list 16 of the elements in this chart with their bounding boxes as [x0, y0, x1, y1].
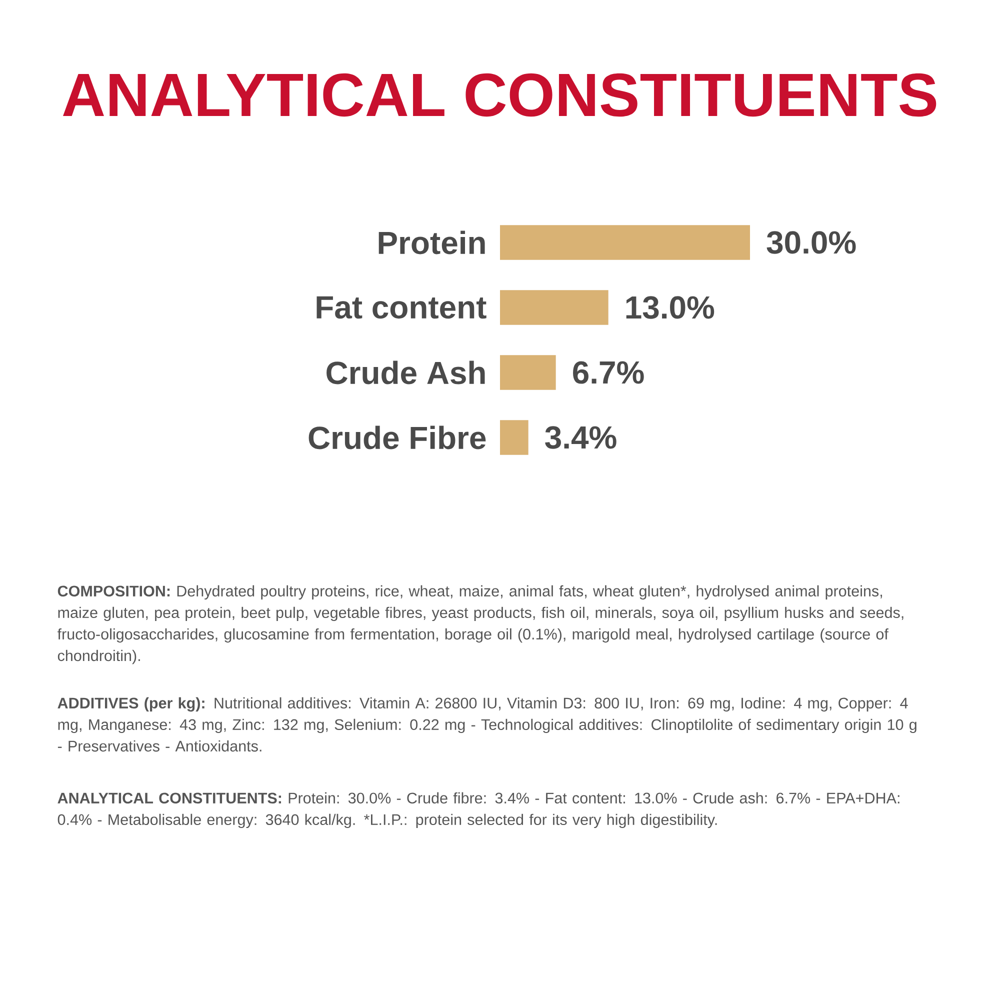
- text: ANALYTICAL CONSTITUENTS: Protein: 30.0% - Crude fibre: 3.4% - Fat content: 13.0% - Crude ash: 6.7% - EPA+DHA: 0.4% - Metabolisable energy: 3640 kcal/kg. *L.I.P.: protein selected for its very high digestibility.: [58, 792, 900, 828]
- bar: [500, 225, 750, 260]
- bar: [500, 420, 528, 455]
- data-label: 6.7%: [573, 361, 644, 384]
- y-tick-label: Crude Fibre: [308, 426, 486, 450]
- data-label: 3.4%: [545, 426, 616, 449]
- bar: [500, 355, 556, 390]
- data-label: 30.0%: [766, 231, 856, 254]
- text: COMPOSITION: Dehydrated poultry proteins, rice, wheat, maize, animal fats, wheat gluten*, hydrolysed animal proteins, maize gluten, pea protein, beet pulp, vegetable fibres, yeast products, fish oil, minerals, soya oil, psyllium husks and seeds, fructo-oligosaccharides, glucosamine from fermentation, borage oil (0.1%), marigold meal, hydrolysed cartilage (source of chondroitin).: [57, 585, 904, 664]
- bar: [500, 290, 608, 325]
- y-tick-label: Crude Ash: [326, 360, 485, 384]
- y-tick-label: Protein: [378, 230, 485, 254]
- data-label: 13.0%: [626, 296, 714, 319]
- chart-title: ANALYTICAL CONSTITUENTS: [62, 73, 936, 117]
- text: ADDITIVES (per kg): Nutritional additives: Vitamin A: 26800 IU, Vitamin D3: 800 IU, Iron: 69 mg, Iodine: 4 mg, Copper: 4 mg, Manganese: 43 mg, Zinc: 132 mg, Selenium: 0.22 mg - Technological additives: Clinoptilolite of sedimentary origin 10 g - Preservatives - Antioxidants.: [58, 697, 916, 752]
- y-tick-label: Fat content: [316, 296, 486, 319]
